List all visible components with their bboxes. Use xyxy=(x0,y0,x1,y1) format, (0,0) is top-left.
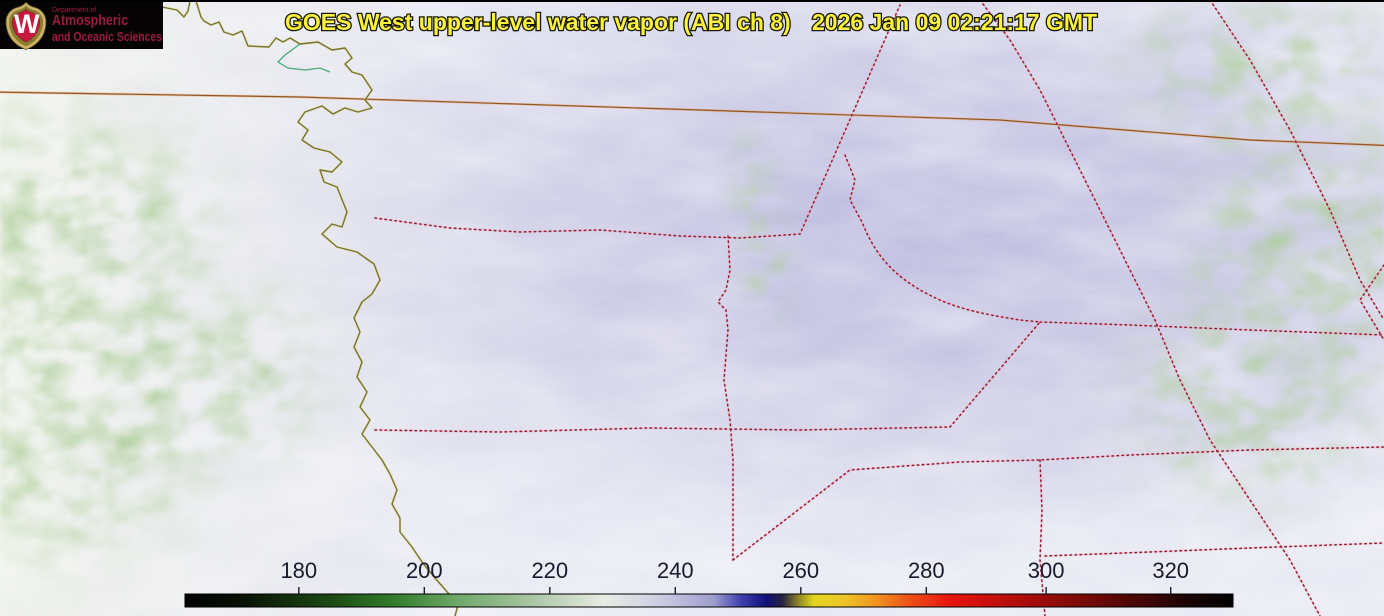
svg-text:2026 Jan 09 02:21:17 GMT: 2026 Jan 09 02:21:17 GMT xyxy=(812,9,1097,35)
svg-text:200: 200 xyxy=(406,558,443,583)
svg-text:220: 220 xyxy=(531,558,568,583)
svg-text:and Oceanic Sciences: and Oceanic Sciences xyxy=(52,29,162,44)
svg-text:180: 180 xyxy=(280,558,317,583)
svg-text:W: W xyxy=(14,9,40,39)
svg-text:Atmospheric: Atmospheric xyxy=(52,12,128,29)
svg-text:320: 320 xyxy=(1152,558,1189,583)
svg-text:240: 240 xyxy=(657,558,694,583)
svg-text:280: 280 xyxy=(908,558,945,583)
svg-text:260: 260 xyxy=(782,558,819,583)
svg-text:300: 300 xyxy=(1028,558,1065,583)
svg-text:GOES West upper-level water va: GOES West upper-level water vapor (ABI c… xyxy=(285,9,791,35)
